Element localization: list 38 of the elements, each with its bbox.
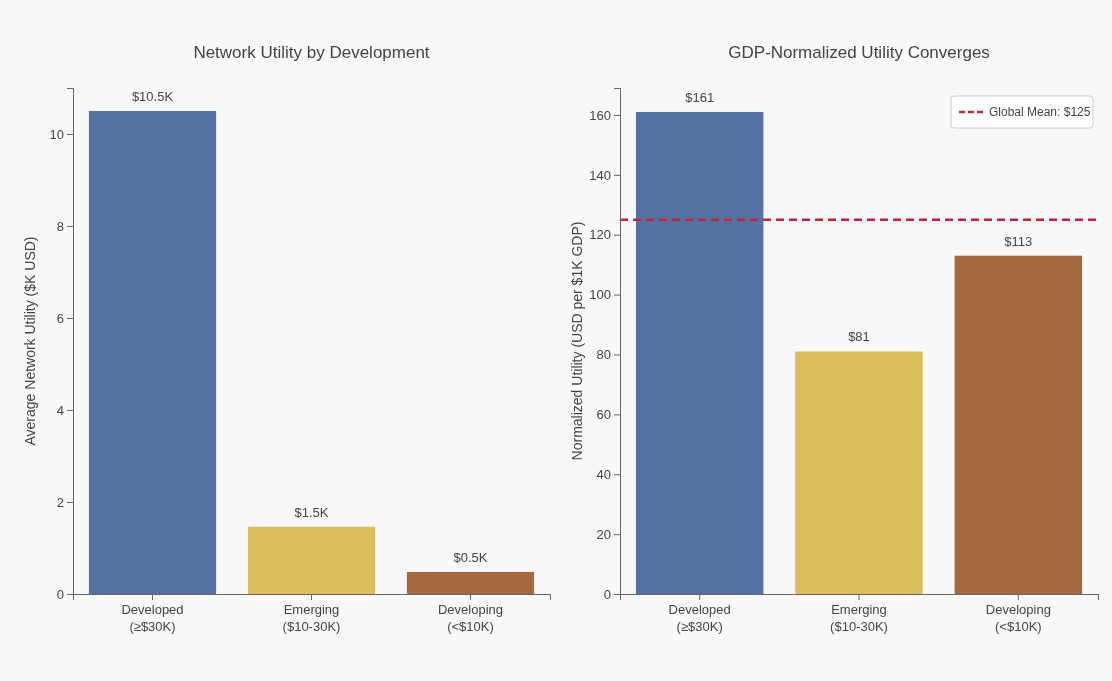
- bar: [954, 255, 1083, 594]
- y-tick-label: 20: [596, 526, 611, 542]
- bar: [635, 111, 764, 594]
- bar: [795, 351, 923, 594]
- y-axis-title: Average Network Utility ($K USD): [22, 236, 38, 446]
- x-tick-label: Developing (<$10K): [985, 602, 1051, 634]
- y-tick-label: 160: [589, 107, 611, 123]
- x-tick-label: Emerging ($10-30K): [282, 602, 341, 634]
- data-label: $161: [685, 89, 715, 105]
- y-tick-label: 80: [596, 347, 611, 363]
- bar: [88, 111, 217, 594]
- data-label: $113: [1004, 233, 1033, 249]
- y-axis-title: Normalized Utility (USD per $1K GDP): [569, 221, 585, 461]
- x-tick-label: Developed (≥$30K): [121, 602, 184, 634]
- data-label: $81: [848, 329, 870, 345]
- y-tick-label: 100: [589, 287, 611, 303]
- data-label: $10.5K: [131, 89, 174, 104]
- data-label: $1.5K: [294, 504, 329, 520]
- x-tick-label: Emerging ($10-30K): [830, 602, 888, 634]
- y-tick-label: 0: [56, 586, 64, 602]
- x-tick-label: Developing (<$10K): [437, 602, 504, 634]
- chart-title: Network Utility by Development: [193, 43, 430, 62]
- y-tick-label: 40: [596, 466, 611, 482]
- y-tick-label: 60: [596, 407, 611, 423]
- y-tick-label: 10: [49, 126, 64, 142]
- chart-title: GDP-Normalized Utility Converges: [728, 43, 990, 62]
- y-tick-label: 2: [56, 494, 64, 510]
- y-tick-label: 4: [56, 402, 64, 418]
- x-tick-label: Developed (≥$30K): [668, 602, 731, 634]
- bar: [406, 571, 535, 594]
- y-tick-label: 8: [56, 218, 64, 234]
- y-tick-label: 120: [589, 227, 611, 243]
- data-label: $0.5K: [453, 549, 488, 565]
- y-tick-label: 0: [603, 586, 611, 602]
- legend-label: Global Mean: $125: [989, 105, 1091, 119]
- y-tick-label: 140: [589, 167, 611, 183]
- y-tick-label: 6: [56, 310, 64, 326]
- bar: [247, 526, 376, 594]
